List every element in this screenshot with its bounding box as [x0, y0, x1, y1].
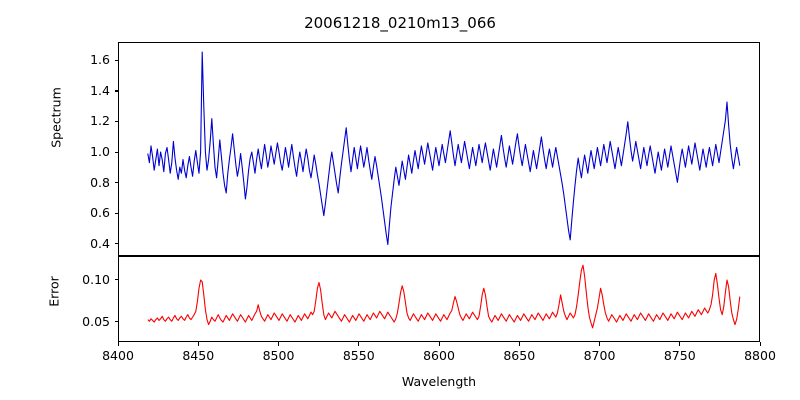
spectrum-y-tick-mark	[114, 182, 118, 184]
x-tick-mark	[518, 342, 520, 346]
spectrum-y-tick-label: 1.6	[90, 52, 110, 68]
error-trace	[148, 265, 740, 328]
spectrum-y-tick-mark	[114, 120, 118, 123]
spectrum-y-tick-label: 0.6	[90, 205, 110, 221]
spectrum-y-tick-label: 1.2	[90, 113, 110, 129]
x-tick-label: 8800	[744, 348, 776, 363]
x-tick-mark	[278, 342, 280, 346]
error-y-tick-mark	[114, 321, 118, 323]
spectrum-line-series	[119, 43, 759, 255]
error-axes	[118, 256, 760, 342]
spectrum-y-tick-mark	[114, 90, 118, 92]
spectrum-y-axis-label: Spectrum	[48, 87, 64, 148]
spectrum-y-tick-mark	[114, 59, 118, 61]
x-tick-label: 8500	[262, 348, 295, 363]
spectrum-y-tick-mark	[114, 243, 118, 245]
spectrum-y-tick-label: 0.4	[90, 235, 110, 251]
figure-title: 20061218_0210m13_066	[304, 14, 496, 32]
x-tick-mark	[438, 342, 440, 346]
spectrum-y-tick-label: 1.4	[90, 82, 110, 98]
x-tick-mark	[197, 342, 199, 346]
error-y-tick-mark	[114, 279, 118, 281]
x-tick-label: 8700	[583, 348, 616, 363]
error-y-tick-label: 0.05	[82, 313, 110, 329]
x-axis-label: Wavelength	[401, 374, 477, 389]
x-tick-label: 8400	[102, 348, 134, 363]
error-line-series	[119, 257, 759, 341]
spectrum-y-tick-label: 1.0	[90, 144, 110, 160]
x-tick-mark	[358, 342, 360, 346]
spectrum-trace	[148, 52, 740, 244]
error-y-tick-label: 0.10	[82, 271, 110, 287]
x-tick-label: 8650	[503, 348, 536, 363]
error-y-axis-label: Error	[46, 276, 62, 307]
spectrum-y-tick-mark	[114, 212, 118, 214]
x-tick-label: 8600	[423, 348, 455, 363]
spectrum-axes	[118, 42, 760, 256]
x-tick-label: 8750	[663, 348, 696, 363]
x-tick-mark	[679, 342, 681, 346]
x-tick-label: 8450	[182, 348, 215, 363]
x-tick-mark	[117, 342, 119, 346]
spectrum-y-tick-mark	[114, 151, 118, 153]
x-tick-mark	[759, 342, 761, 346]
x-tick-label: 8550	[342, 348, 375, 363]
spectrum-y-tick-label: 0.8	[90, 174, 110, 190]
x-tick-mark	[599, 342, 601, 346]
